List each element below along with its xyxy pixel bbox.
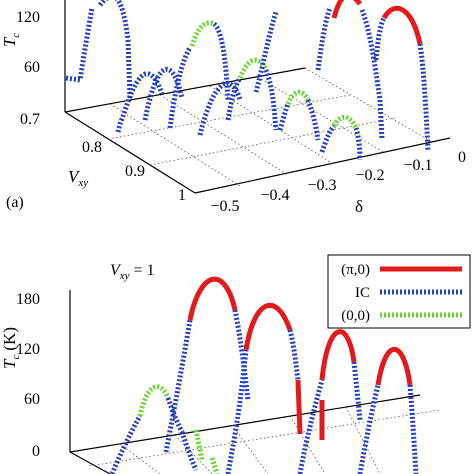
panel-a-vxy-tick-label: 0.9 — [125, 163, 145, 180]
legend-label-zero: (0,0) — [341, 308, 370, 324]
panel-a-vxy-tick-label: 0.8 — [82, 139, 102, 156]
panel-a-zero-curve — [189, 20, 216, 47]
panel-b-back-floor-edge — [69, 394, 421, 453]
panel-b-pi0-curve — [187, 276, 238, 321]
panel-b-ic-curve — [287, 329, 301, 381]
panel-b-ytick-label: 120 — [16, 341, 40, 358]
panel-a-ic-curve — [277, 102, 291, 131]
panel-a-ic-curve — [305, 99, 321, 141]
panel-a-left-floor-edge — [64, 111, 196, 194]
panel-b-y-label: Tc(K) — [0, 327, 22, 369]
panel-a-zero-curve — [237, 57, 269, 79]
panel-b-pi0-curve — [319, 329, 357, 381]
panel-b-ic-curve — [225, 349, 249, 474]
legend-label-pi0: (π,0) — [341, 262, 370, 278]
panel-b-zero-curve — [209, 457, 220, 474]
panel-b-ic-curve — [165, 397, 185, 434]
panel-a-vxy-tick-label: 1 — [178, 187, 186, 204]
panel-a-ic-curve — [225, 76, 243, 121]
panel-a-ic-curve — [98, 0, 133, 99]
panel-a-ic-curve — [359, 9, 385, 141]
panel-b-ytick-label: 60 — [24, 391, 40, 408]
panel-b-left-floor-edge — [69, 451, 111, 474]
panel-a-delta-tick-label: −0.5 — [210, 198, 239, 215]
panel-a-panel-label: (a) — [6, 194, 24, 211]
panel-b: 180 120 60 0 Tc(K) Vxy = 1 (π,0) IC (0,0… — [0, 254, 471, 474]
panel-a-ytick-label: 120 — [16, 9, 40, 26]
panel-a-zero-curve — [331, 114, 359, 130]
panel-b-ic-curve — [407, 384, 419, 474]
panel-a-back-floor-edge — [64, 67, 306, 113]
panel-a-ic-curve — [417, 43, 431, 151]
panel-a-ic-curve — [253, 11, 279, 93]
panel-b-curves — [109, 276, 419, 474]
panel-b-annotation: Vxy = 1 — [110, 262, 155, 282]
panel-a: 120 60 0.7 Tc 0.8 0.9 1 Vxy (a) −0.5 −0.… — [0, 0, 466, 216]
panel-a-ic-curve — [353, 127, 363, 161]
panel-b-floor-grid — [89, 406, 441, 474]
panel-b-ytick-label: 0 — [32, 443, 40, 460]
panel-b-legend: (π,0) IC (0,0) — [327, 254, 471, 329]
panel-b-ic-curve — [179, 431, 199, 471]
panel-b-zero-curve — [193, 429, 205, 461]
panel-a-zero-curve — [285, 89, 311, 106]
panel-b-ic-curve — [351, 361, 363, 421]
panel-b-pi0-curve — [243, 303, 293, 351]
panel-a-delta-label: δ — [355, 197, 363, 216]
panel-b-ytick-label: 180 — [16, 291, 40, 308]
legend-label-ic: IC — [355, 285, 370, 301]
panel-a-pi0-curve — [331, 0, 362, 19]
panel-a-ytick-label: 60 — [24, 59, 40, 76]
panel-b-ic-curve — [357, 384, 381, 474]
panel-a-delta-tick-label: −0.2 — [355, 167, 384, 184]
panel-b-ic-curve — [163, 319, 193, 453]
panel-a-ic-curve — [197, 80, 243, 136]
panel-a-ytick-label: 0.7 — [20, 111, 40, 128]
panel-a-delta-tick-label: −0.3 — [307, 177, 336, 194]
panel-a-pi0-curve — [381, 5, 423, 45]
panel-a-ic-curve — [319, 124, 336, 153]
panel-b-pi0-curve — [295, 379, 303, 435]
panel-a-ic-curve — [263, 69, 279, 131]
panel-a-vxy-label: Vxy — [68, 167, 88, 189]
panel-a-curves — [65, 0, 431, 161]
panel-a-bottom-floor-edge — [194, 137, 451, 194]
panel-b-pi0-curve — [375, 347, 413, 386]
panel-a-y-label: Tc — [0, 33, 22, 47]
panel-a-ic-curve — [373, 16, 387, 61]
panel-b-ic-curve — [297, 379, 325, 474]
panel-a-delta-tick-label: −0.1 — [403, 157, 432, 174]
panel-a-ic-curve — [65, 7, 95, 83]
panel-b-zero-curve — [137, 384, 171, 417]
panel-a-ic-curve — [115, 71, 165, 133]
panel-a-delta-tick-label: 0 — [458, 149, 466, 166]
panel-a-delta-tick-label: −0.4 — [260, 187, 289, 204]
panel-a-ic-curve — [315, 7, 333, 71]
panel-b-ic-curve — [232, 309, 251, 401]
